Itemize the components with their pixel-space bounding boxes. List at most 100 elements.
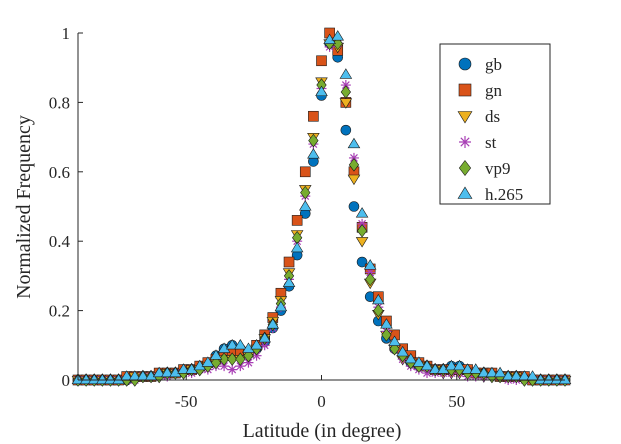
data-point-vp9 [227, 352, 238, 366]
legend-label-ds: ds [485, 107, 500, 126]
data-point-h.265 [477, 366, 491, 378]
legend-marker-gb [458, 57, 472, 71]
legend: gb gn ds st vp9 h.265 [439, 43, 551, 205]
data-point-h.265 [234, 338, 247, 350]
legend-label-gn: gn [485, 81, 503, 100]
legend-marker-st [459, 136, 471, 148]
data-point-st [422, 368, 433, 379]
legend-label-vp9: vp9 [485, 159, 511, 178]
data-point-h.265 [298, 200, 312, 211]
data-point-st [348, 152, 359, 163]
data-point-gb [340, 124, 352, 136]
data-point-h.265 [258, 332, 271, 343]
x-tick-label: 50 [448, 392, 465, 411]
data-point-h.265 [388, 335, 401, 346]
y-tick-label: 0 [62, 371, 71, 390]
data-point-vp9 [365, 272, 376, 287]
data-point-st [243, 357, 254, 368]
data-point-h.265 [445, 359, 458, 371]
x-axis-label: Latitude (in degree) [243, 420, 402, 442]
data-point-gn [283, 256, 295, 268]
x-tick-label: 0 [317, 392, 326, 411]
data-point-st [365, 267, 376, 278]
legend-label-st: st [485, 133, 497, 152]
data-point-h.265 [266, 318, 280, 329]
data-point-ds [347, 174, 361, 186]
data-point-vp9 [235, 352, 246, 366]
data-point-h.265 [461, 363, 474, 374]
y-tick-label: 0.2 [49, 302, 70, 321]
data-point-h.265 [372, 293, 385, 305]
data-point-h.265 [550, 373, 564, 385]
data-point-h.265 [485, 366, 499, 378]
data-point-h.265 [201, 356, 215, 367]
y-tick-label: 1 [62, 24, 71, 43]
data-point-h.265 [177, 363, 190, 374]
data-point-st [235, 361, 246, 372]
series-h.265 [71, 30, 572, 385]
y-axis-label: Normalized Frequency [13, 115, 35, 299]
data-point-h.265 [428, 363, 442, 374]
data-point-h.265 [339, 68, 353, 79]
data-point-h.265 [250, 338, 263, 350]
data-point-h.265 [355, 207, 369, 218]
data-point-h.265 [534, 373, 547, 385]
data-point-vp9 [308, 133, 319, 148]
data-point-gn [291, 215, 303, 226]
data-point-h.265 [542, 373, 556, 385]
data-point-h.265 [87, 373, 101, 385]
data-point-h.265 [315, 85, 328, 97]
data-point-h.265 [331, 30, 345, 41]
data-point-vp9 [356, 224, 368, 238]
data-point-h.265 [282, 276, 296, 287]
data-point-gb [356, 256, 368, 268]
data-point-st [251, 350, 262, 361]
data-point-h.265 [307, 148, 320, 159]
data-point-h.265 [493, 366, 507, 378]
y-tick-label: 0.6 [49, 163, 70, 182]
legend-marker-h.265 [457, 186, 473, 199]
data-point-st [340, 80, 351, 91]
data-point-vp9 [300, 185, 311, 200]
data-point-h.265 [274, 300, 288, 312]
data-point-h.265 [558, 373, 572, 385]
data-point-vp9 [373, 303, 384, 318]
data-point-vp9 [218, 352, 230, 366]
data-point-gn [308, 110, 319, 122]
data-point-h.265 [104, 373, 117, 385]
data-point-h.265 [380, 318, 393, 329]
legend-label-gb: gb [485, 55, 502, 74]
data-point-st [219, 361, 230, 372]
data-point-vp9 [348, 158, 360, 172]
data-point-h.265 [161, 366, 174, 378]
data-point-h.265 [225, 338, 239, 350]
legend-marker-gn [458, 83, 472, 97]
y-ticks: 0 0.2 0.4 0.6 0.8 1 [49, 24, 83, 390]
data-point-vp9 [340, 85, 351, 99]
data-point-h.265 [453, 359, 466, 371]
legend-label-h.265: h.265 [485, 185, 523, 204]
data-point-h.265 [209, 349, 223, 360]
data-point-h.265 [420, 359, 434, 371]
legend-marker-vp9 [458, 160, 472, 176]
data-point-st [259, 340, 270, 351]
data-point-gn [316, 55, 327, 67]
legend-marker-ds [457, 111, 473, 124]
y-tick-label: 0.8 [49, 93, 70, 112]
data-point-h.265 [152, 366, 166, 378]
data-point-h.265 [469, 363, 482, 374]
x-tick-label: -50 [175, 392, 198, 411]
data-point-gn [299, 166, 311, 178]
data-point-ds [355, 237, 369, 248]
data-point-h.265 [396, 345, 409, 357]
data-point-h.265 [96, 373, 109, 385]
data-point-gb [348, 201, 360, 212]
data-point-h.265 [404, 352, 418, 364]
data-point-h.265 [79, 373, 93, 385]
x-ticks: -50 0 50 [175, 375, 465, 411]
data-point-h.265 [363, 259, 377, 270]
legend-box [439, 43, 551, 205]
data-point-vp9 [381, 328, 392, 342]
y-tick-label: 0.4 [49, 232, 71, 251]
